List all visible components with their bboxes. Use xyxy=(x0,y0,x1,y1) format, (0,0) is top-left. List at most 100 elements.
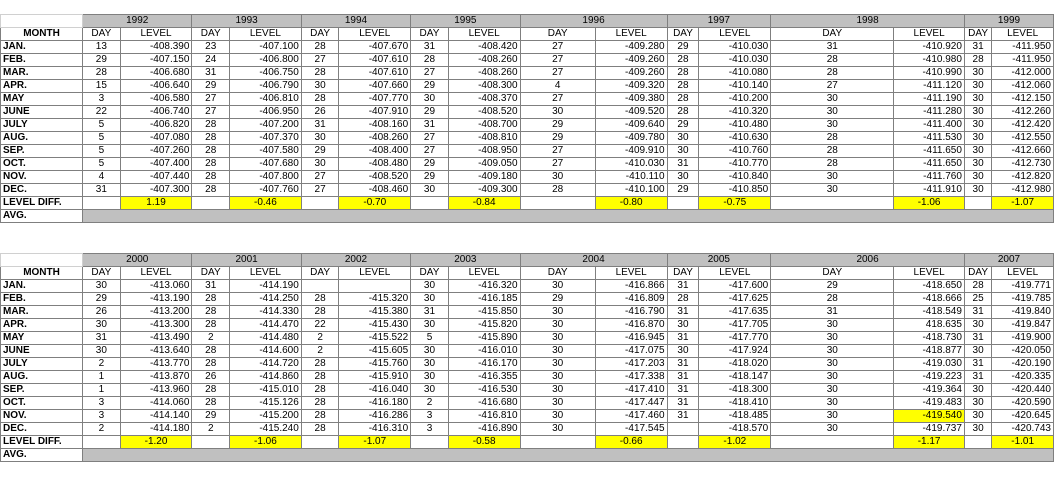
level-cell[interactable]: -409.380 xyxy=(594,92,668,106)
day-cell[interactable]: 27 xyxy=(519,53,596,67)
day-cell[interactable]: 29 xyxy=(519,292,596,306)
level-cell[interactable]: -419.030 xyxy=(893,357,965,371)
day-cell[interactable]: 28 xyxy=(666,292,700,306)
level-cell[interactable]: -417.705 xyxy=(698,318,772,332)
level-cell[interactable]: -408.390 xyxy=(119,40,193,54)
level-cell[interactable]: -410.110 xyxy=(594,170,668,184)
day-cell[interactable]: 31 xyxy=(963,40,993,54)
level-cell[interactable]: -416.286 xyxy=(338,409,412,423)
day-cell[interactable]: 30 xyxy=(410,344,449,358)
day-cell[interactable]: 29 xyxy=(410,105,449,119)
day-cell[interactable]: 27 xyxy=(191,105,231,119)
level-cell[interactable]: -419.771 xyxy=(991,279,1054,293)
level-cell[interactable]: -420.335 xyxy=(991,370,1054,384)
level-cell[interactable]: -415.522 xyxy=(338,331,412,345)
day-cell[interactable]: 28 xyxy=(963,53,993,67)
level-cell[interactable]: -410.200 xyxy=(698,92,772,106)
level-cell[interactable]: -419.737 xyxy=(893,422,965,436)
level-cell[interactable]: -416.040 xyxy=(338,383,412,397)
day-cell[interactable]: 28 xyxy=(191,183,231,197)
day-cell[interactable]: 31 xyxy=(963,331,993,345)
level-cell[interactable]: -408.480 xyxy=(338,157,412,171)
level-cell[interactable]: -415.910 xyxy=(338,370,412,384)
day-cell[interactable]: 28 xyxy=(191,131,231,145)
level-cell[interactable]: -415.820 xyxy=(447,318,521,332)
level-cell[interactable]: -410.850 xyxy=(698,183,772,197)
day-cell[interactable]: 3 xyxy=(410,409,449,423)
day-cell[interactable]: 30 xyxy=(963,105,993,119)
day-cell[interactable]: 30 xyxy=(963,79,993,93)
level-diff-value[interactable]: -1.07 xyxy=(991,196,1054,210)
day-cell[interactable]: 28 xyxy=(300,409,340,423)
level-cell[interactable]: -411.400 xyxy=(893,118,965,132)
level-cell[interactable]: -416.010 xyxy=(447,344,521,358)
level-cell[interactable]: -419.900 xyxy=(991,331,1054,345)
level-cell[interactable]: -418.020 xyxy=(698,357,772,371)
day-cell[interactable]: 30 xyxy=(963,409,993,423)
day-cell[interactable]: 31 xyxy=(770,40,895,54)
level-cell[interactable]: -418.650 xyxy=(893,279,965,293)
level-cell[interactable]: -406.950 xyxy=(229,105,302,119)
day-cell[interactable]: 30 xyxy=(410,183,449,197)
level-cell[interactable]: -413.960 xyxy=(119,383,193,397)
level-cell[interactable]: -412.000 xyxy=(991,66,1054,80)
day-cell[interactable]: 30 xyxy=(519,331,596,345)
day-cell[interactable]: 28 xyxy=(300,292,340,306)
day-cell[interactable]: 30 xyxy=(770,92,895,106)
level-cell[interactable]: -408.160 xyxy=(338,118,412,132)
level-cell[interactable]: -406.790 xyxy=(229,79,302,93)
level-cell[interactable]: -417.924 xyxy=(698,344,772,358)
level-diff-value[interactable]: -1.06 xyxy=(893,196,965,210)
day-cell[interactable]: 28 xyxy=(300,383,340,397)
level-cell[interactable]: -406.740 xyxy=(119,105,193,119)
day-cell[interactable]: 28 xyxy=(300,40,340,54)
level-diff-value[interactable]: -1.02 xyxy=(698,435,772,449)
level-diff-value[interactable]: -1.17 xyxy=(893,435,965,449)
day-cell[interactable]: 31 xyxy=(963,370,993,384)
day-cell[interactable]: 2 xyxy=(410,396,449,410)
level-cell[interactable]: -415.850 xyxy=(447,305,521,319)
level-cell[interactable]: -410.320 xyxy=(698,105,772,119)
level-cell[interactable]: -407.200 xyxy=(229,118,302,132)
level-cell[interactable]: -420.645 xyxy=(991,409,1054,423)
day-cell[interactable]: 30 xyxy=(963,170,993,184)
level-cell[interactable]: -409.300 xyxy=(447,183,521,197)
level-cell[interactable]: -414.330 xyxy=(229,305,302,319)
day-cell[interactable]: 2 xyxy=(300,331,340,345)
level-cell[interactable]: -412.980 xyxy=(991,183,1054,197)
day-cell[interactable]: 31 xyxy=(666,157,700,171)
level-cell[interactable]: -409.320 xyxy=(594,79,668,93)
level-cell[interactable]: -411.760 xyxy=(893,170,965,184)
level-cell[interactable]: -411.650 xyxy=(893,144,965,158)
level-cell[interactable]: -418.549 xyxy=(893,305,965,319)
day-cell[interactable]: 30 xyxy=(963,92,993,106)
level-cell[interactable]: -417.625 xyxy=(698,292,772,306)
day-cell[interactable]: 30 xyxy=(770,318,895,332)
level-cell[interactable]: -419.364 xyxy=(893,383,965,397)
level-cell[interactable]: -416.310 xyxy=(338,422,412,436)
day-cell[interactable]: 28 xyxy=(666,79,700,93)
day-cell[interactable]: 30 xyxy=(519,370,596,384)
day-cell[interactable]: 29 xyxy=(410,157,449,171)
level-cell[interactable]: -406.810 xyxy=(229,92,302,106)
day-cell[interactable]: 24 xyxy=(191,53,231,67)
day-cell[interactable]: 28 xyxy=(191,144,231,158)
day-cell[interactable]: 31 xyxy=(963,357,993,371)
level-cell[interactable]: -410.080 xyxy=(698,66,772,80)
day-cell[interactable]: 31 xyxy=(191,66,231,80)
day-cell[interactable]: 31 xyxy=(666,331,700,345)
level-diff-value[interactable]: -1.06 xyxy=(229,435,302,449)
level-cell[interactable]: -410.140 xyxy=(698,79,772,93)
level-cell[interactable]: -414.140 xyxy=(119,409,193,423)
level-diff-value[interactable]: -0.58 xyxy=(447,435,521,449)
level-cell[interactable]: -416.809 xyxy=(594,292,668,306)
level-diff-value[interactable]: -1.20 xyxy=(119,435,193,449)
level-cell[interactable]: -416.355 xyxy=(447,370,521,384)
day-cell[interactable]: 29 xyxy=(300,144,340,158)
day-cell[interactable]: 29 xyxy=(191,79,231,93)
day-cell[interactable]: 30 xyxy=(300,157,340,171)
level-cell[interactable]: -411.190 xyxy=(893,92,965,106)
day-cell[interactable]: 29 xyxy=(770,279,895,293)
day-cell[interactable]: 30 xyxy=(770,383,895,397)
day-cell[interactable]: 30 xyxy=(410,318,449,332)
